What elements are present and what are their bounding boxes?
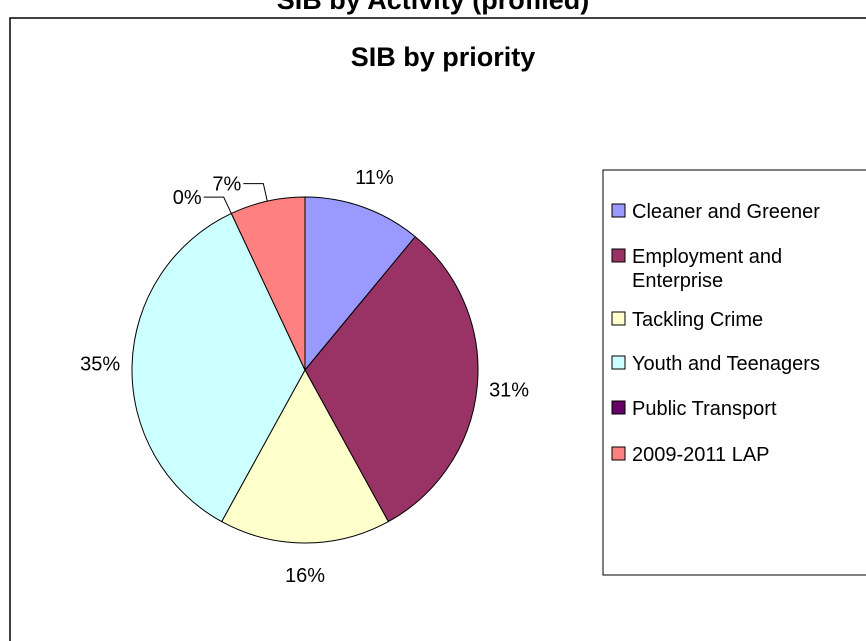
legend-label-public-transport: Public Transport xyxy=(632,398,777,420)
data-label-youth-and-teenagers: 35% xyxy=(80,354,120,376)
legend-swatch-tackling-crime xyxy=(611,311,626,326)
data-label-2009-2011-lap: 7% xyxy=(212,174,241,196)
pie-slice-2009-2011-lap xyxy=(230,196,306,371)
pie-slice-employment-and-enterprise xyxy=(304,235,479,523)
data-label-tackling-crime: 16% xyxy=(285,565,325,587)
pie-slice-tackling-crime xyxy=(220,368,390,544)
data-label-employment-and-enterprise: 31% xyxy=(489,379,529,401)
legend-label-tackling-crime: Tackling Crime xyxy=(632,309,763,331)
pie-slice-cleaner-and-greener xyxy=(304,196,416,372)
legend-label-youth-and-teenagers: Youth and Teenagers xyxy=(632,353,820,375)
legend-swatch-public-transport xyxy=(611,400,626,415)
pie xyxy=(131,196,479,544)
legend: Cleaner and Greener Employment and Enterpr… xyxy=(611,201,820,466)
legend-swatch-2009-2011-lap xyxy=(611,446,626,461)
header-fragment: SIB by Activity (profiled) xyxy=(277,0,590,15)
leader-line-public-transport xyxy=(203,196,232,214)
legend-swatch-employment-and-enterprise xyxy=(611,248,626,263)
leader-line-2009-2011-lap xyxy=(243,183,268,202)
legend-box xyxy=(602,169,866,576)
pie-slice-youth-and-teenagers xyxy=(131,212,306,523)
legend-label-2009-2011-lap: 2009-2011 LAP xyxy=(632,444,770,466)
data-label-public-transport: 0% xyxy=(173,187,202,209)
data-labels: 11% 31% 16% 35% 0% 7% xyxy=(80,167,529,587)
legend-swatch-cleaner-and-greener xyxy=(611,203,626,218)
legend-label-cleaner-and-greener: Cleaner and Greener xyxy=(632,201,820,223)
legend-swatch-youth-and-teenagers xyxy=(611,355,626,370)
legend-label-employment-and-enterprise: Employment and Enterprise xyxy=(632,246,782,292)
data-label-cleaner-and-greener: 11% xyxy=(355,167,394,189)
chart-title: SIB by priority xyxy=(351,42,536,72)
